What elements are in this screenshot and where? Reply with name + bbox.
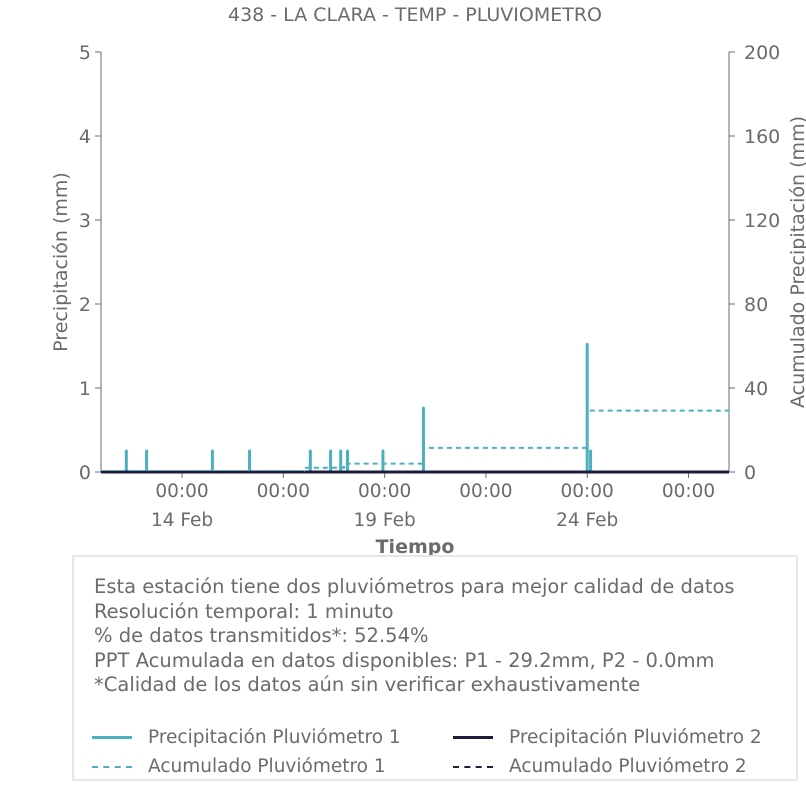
y-tick-label-right: 120 xyxy=(744,210,780,232)
legend-swatch xyxy=(453,765,493,768)
info-line: Esta estación tiene dos pluviómetros par… xyxy=(94,575,735,598)
x-axis-label: Tiempo xyxy=(376,536,455,558)
legend-item: Acumulado Pluviómetro 2 xyxy=(453,756,747,777)
x-tick-label-time: 00:00 xyxy=(358,481,411,502)
accum-p1-line xyxy=(101,409,729,472)
x-tick-label-date: 14 Feb xyxy=(151,510,213,531)
y-axis-label-right: Acumulado Precipitación (mm) xyxy=(787,116,806,408)
y-tick-label-left: 4 xyxy=(79,126,91,148)
info-text: Esta estación tiene dos pluviómetros par… xyxy=(94,575,735,698)
info-line: PPT Acumulada en datos disponibles: P1 -… xyxy=(94,648,715,672)
x-tick-label-date: 24 Feb xyxy=(556,510,618,531)
y-tick-label-right: 160 xyxy=(744,126,780,148)
legend-swatch xyxy=(453,736,493,739)
y-tick-label-left: 0 xyxy=(79,462,91,484)
x-tick-label-time: 00:00 xyxy=(561,481,614,502)
legend-item: Precipitación Pluviómetro 2 xyxy=(453,727,762,748)
y-tick-label-right: 0 xyxy=(744,462,756,484)
y-tick-label-left: 3 xyxy=(79,210,91,232)
legend-swatch xyxy=(92,736,132,739)
x-tick-label-time: 00:00 xyxy=(257,481,310,502)
y-tick-label-right: 200 xyxy=(744,42,780,64)
y-tick-label-left: 2 xyxy=(79,294,91,316)
x-tick-label-date: 19 Feb xyxy=(354,510,416,531)
x-tick-label-time: 00:00 xyxy=(662,481,715,502)
legend-label: Acumulado Pluviómetro 2 xyxy=(509,756,747,777)
x-tick-label-time: 00:00 xyxy=(459,481,512,502)
legend-swatch xyxy=(92,765,132,768)
x-tick-label-time: 00:00 xyxy=(155,481,208,502)
y-tick-label-left: 5 xyxy=(79,42,91,64)
info-line: % de datos transmitidos*: 52.54% xyxy=(94,624,429,647)
legend-item: Precipitación Pluviómetro 1 xyxy=(92,727,401,748)
legend-label: Precipitación Pluviómetro 1 xyxy=(148,727,401,748)
info-line: Resolución temporal: 1 minuto xyxy=(94,599,394,623)
y-tick-label-right: 80 xyxy=(744,294,768,316)
info-line: *Calidad de los datos aún sin verificar … xyxy=(94,673,641,696)
y-axis-label-left: Precipitación (mm) xyxy=(50,172,72,352)
y-tick-label-left: 1 xyxy=(79,378,91,400)
legend-label: Acumulado Pluviómetro 1 xyxy=(148,756,386,777)
chart-title: 438 - LA CLARA - TEMP - PLUVIOMETRO xyxy=(228,4,602,26)
info-box: Esta estación tiene dos pluviómetros par… xyxy=(72,555,798,781)
y-tick-label-right: 40 xyxy=(744,378,768,400)
legend-label: Precipitación Pluviómetro 2 xyxy=(509,727,762,748)
legend-item: Acumulado Pluviómetro 1 xyxy=(92,756,386,777)
